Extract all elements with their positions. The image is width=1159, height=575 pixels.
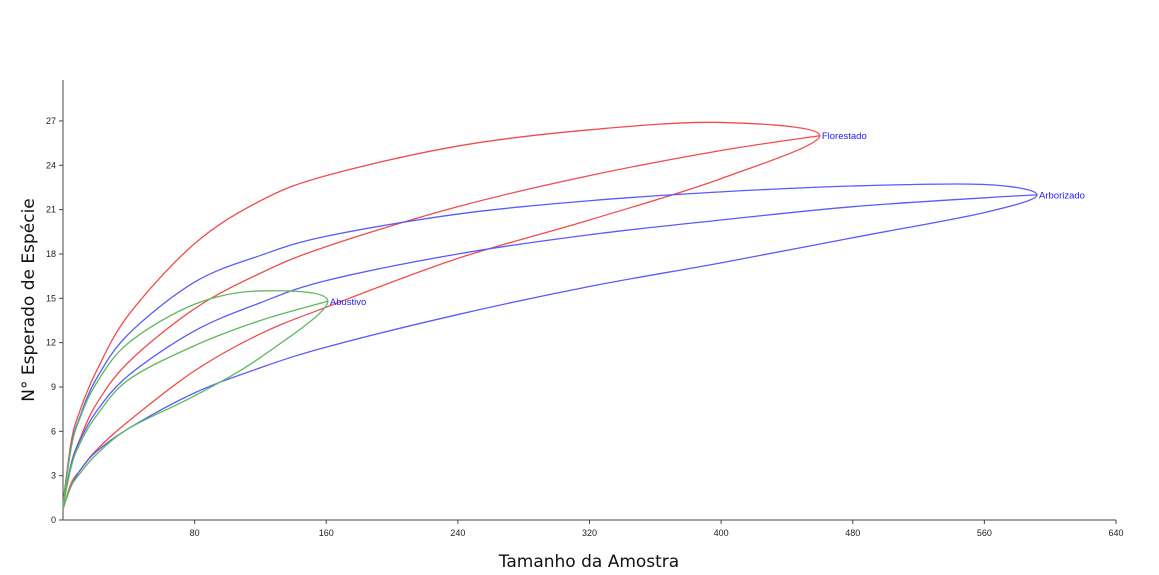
series-label-abustivo: Abustivo bbox=[330, 297, 366, 308]
y-tick-label: 6 bbox=[51, 426, 56, 436]
x-tick-label: 480 bbox=[845, 528, 860, 538]
x-tick-label: 400 bbox=[714, 528, 729, 538]
x-ticks: 80 160 240 320 400 480 560 640 bbox=[190, 520, 1124, 538]
x-tick-label: 640 bbox=[1108, 528, 1123, 538]
y-axis-title: N° Esperado de Espécie bbox=[19, 198, 39, 402]
series-abustivo bbox=[62, 290, 329, 509]
y-tick-label: 15 bbox=[46, 293, 56, 303]
y-tick-label: 24 bbox=[46, 160, 56, 170]
series-layer bbox=[62, 121, 1038, 510]
mean-line-arborizado bbox=[62, 194, 1038, 507]
axes bbox=[62, 80, 1116, 521]
envelope-abustivo bbox=[62, 290, 329, 509]
y-tick-label: 3 bbox=[51, 471, 56, 481]
series-label-florestado: Florestado bbox=[822, 131, 867, 142]
x-axis-title: Tamanho da Amostra bbox=[498, 552, 679, 572]
label-layer: Florestado Arborizado Abustivo bbox=[330, 131, 1085, 308]
series-florestado bbox=[62, 121, 821, 510]
x-tick-label: 80 bbox=[190, 528, 200, 538]
y-tick-label: 9 bbox=[51, 382, 56, 392]
series-arborizado bbox=[62, 183, 1038, 509]
envelope-florestado bbox=[62, 121, 821, 510]
x-tick-label: 320 bbox=[582, 528, 597, 538]
y-tick-label: 27 bbox=[46, 116, 56, 126]
mean-line-florestado bbox=[62, 135, 820, 507]
x-tick-label: 240 bbox=[450, 528, 465, 538]
mean-line-abustivo bbox=[62, 300, 329, 507]
y-tick-label: 21 bbox=[46, 205, 56, 215]
envelope-arborizado bbox=[62, 183, 1038, 509]
x-tick-label: 560 bbox=[977, 528, 992, 538]
y-ticks: 0 3 6 9 12 15 18 21 24 27 bbox=[46, 116, 63, 525]
y-tick-label: 18 bbox=[46, 249, 56, 259]
series-label-arborizado: Arborizado bbox=[1039, 190, 1085, 201]
y-tick-label: 0 bbox=[51, 515, 56, 525]
y-tick-label: 12 bbox=[46, 338, 56, 348]
x-tick-label: 160 bbox=[319, 528, 334, 538]
